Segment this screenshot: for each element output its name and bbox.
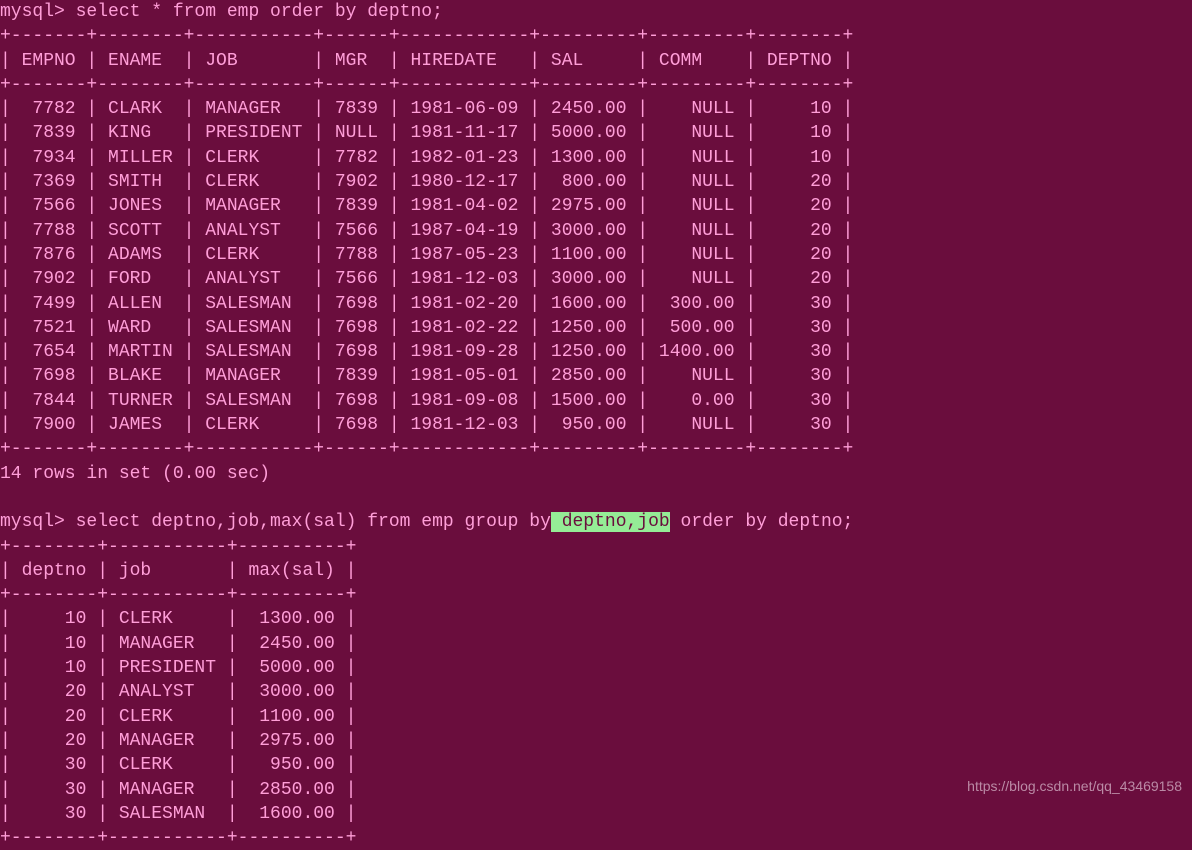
table1-border-bottom: +-------+--------+-----------+------+---…	[0, 439, 853, 459]
table1-row: | 7782 | CLARK | MANAGER | 7839 | 1981-0…	[0, 99, 853, 119]
table1-row: | 7499 | ALLEN | SALESMAN | 7698 | 1981-…	[0, 294, 853, 314]
table2-row: | 30 | MANAGER | 2850.00 |	[0, 780, 356, 800]
table1-row: | 7839 | KING | PRESIDENT | NULL | 1981-…	[0, 123, 853, 143]
table1-row: | 7521 | WARD | SALESMAN | 7698 | 1981-0…	[0, 318, 853, 338]
table2-row: | 10 | MANAGER | 2450.00 |	[0, 634, 356, 654]
table1-row: | 7654 | MARTIN | SALESMAN | 7698 | 1981…	[0, 342, 853, 362]
result-count-1: 14 rows in set (0.00 sec)	[0, 464, 270, 484]
table2-row: | 30 | SALESMAN | 1600.00 |	[0, 804, 356, 824]
table2-row: | 10 | CLERK | 1300.00 |	[0, 609, 356, 629]
table1-row: | 7902 | FORD | ANALYST | 7566 | 1981-12…	[0, 269, 853, 289]
table1-border-top: +-------+--------+-----------+------+---…	[0, 26, 853, 46]
table1-row: | 7876 | ADAMS | CLERK | 7788 | 1987-05-…	[0, 245, 853, 265]
table2-row: | 30 | CLERK | 950.00 |	[0, 755, 356, 775]
query-1: mysql> select * from emp order by deptno…	[0, 2, 443, 22]
table1-row: | 7788 | SCOTT | ANALYST | 7566 | 1987-0…	[0, 221, 853, 241]
table1-row: | 7934 | MILLER | CLERK | 7782 | 1982-01…	[0, 148, 853, 168]
table1-header: | EMPNO | ENAME | JOB | MGR | HIREDATE |…	[0, 51, 853, 71]
table2-header: | deptno | job | max(sal) |	[0, 561, 356, 581]
table2-border-bottom: +--------+-----------+----------+	[0, 828, 356, 848]
table1-row: | 7844 | TURNER | SALESMAN | 7698 | 1981…	[0, 391, 853, 411]
query-2-post: order by deptno;	[670, 512, 854, 532]
table2-row: | 10 | PRESIDENT | 5000.00 |	[0, 658, 356, 678]
mysql-terminal[interactable]: mysql> select * from emp order by deptno…	[0, 0, 1192, 850]
query-2-highlight: deptno,job	[551, 512, 670, 532]
table2-row: | 20 | ANALYST | 3000.00 |	[0, 682, 356, 702]
table1-header-sep: +-------+--------+-----------+------+---…	[0, 75, 853, 95]
table1-row: | 7369 | SMITH | CLERK | 7902 | 1980-12-…	[0, 172, 853, 192]
table2-border-top: +--------+-----------+----------+	[0, 537, 356, 557]
table2-row: | 20 | CLERK | 1100.00 |	[0, 707, 356, 727]
table1-row: | 7566 | JONES | MANAGER | 7839 | 1981-0…	[0, 196, 853, 216]
table1-row: | 7900 | JAMES | CLERK | 7698 | 1981-12-…	[0, 415, 853, 435]
table2-row: | 20 | MANAGER | 2975.00 |	[0, 731, 356, 751]
watermark-text: https://blog.csdn.net/qq_43469158	[967, 777, 1182, 796]
query-2-pre: mysql> select deptno,job,max(sal) from e…	[0, 512, 551, 532]
table2-header-sep: +--------+-----------+----------+	[0, 585, 356, 605]
table1-row: | 7698 | BLAKE | MANAGER | 7839 | 1981-0…	[0, 366, 853, 386]
